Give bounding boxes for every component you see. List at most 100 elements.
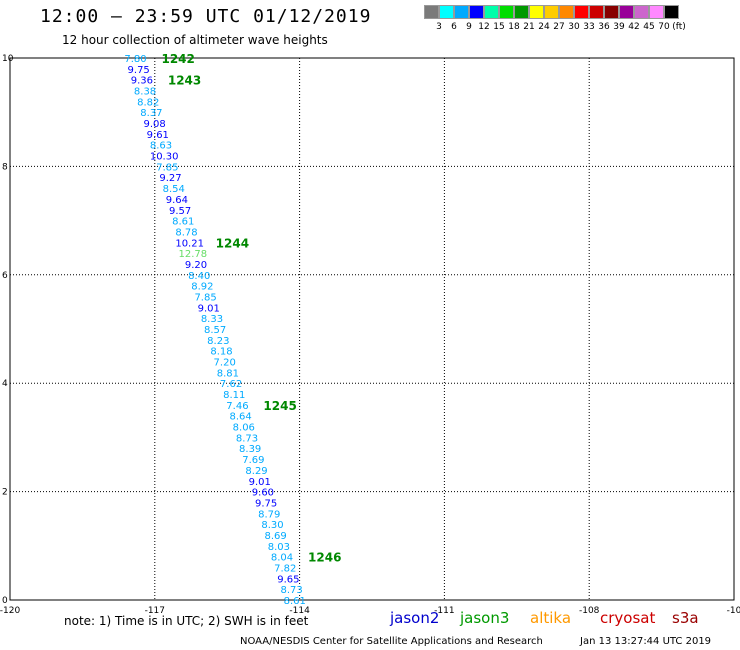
color-legend-labels: 3 6 9 12 15 18 21 24 27 30 33 36 39 42 45 70 (ft)	[424, 22, 740, 34]
plot-frame	[9, 57, 735, 601]
timestamp-text: Jan 13 13:27:44 UTC 2019	[580, 636, 712, 647]
legend-label: 18	[508, 22, 520, 32]
wave-height-point: 7.46	[226, 401, 248, 412]
legend-swatch	[439, 5, 454, 19]
wave-height-point: 9.27	[159, 173, 181, 184]
wave-height-point: 8.73	[280, 585, 302, 596]
legend-swatch	[619, 5, 634, 19]
wave-height-point: 8.92	[191, 282, 213, 293]
wave-height-point: 9.61	[147, 130, 169, 141]
legend-label: 27	[553, 22, 565, 32]
legend-swatch	[559, 5, 574, 19]
legend-swatch	[469, 5, 484, 19]
legend-swatch	[634, 5, 649, 19]
wave-height-point: 9.08	[143, 119, 165, 130]
wave-height-point: 8.30	[261, 520, 283, 531]
wave-height-point: 8.03	[268, 542, 290, 553]
wave-height-point: 12.78	[179, 249, 208, 260]
satellite-name: s3a	[672, 609, 699, 627]
color-legend	[424, 5, 679, 19]
legend-swatch	[454, 5, 469, 19]
x-tick-label: -111	[434, 606, 454, 616]
wave-height-point: 9.65	[277, 574, 299, 585]
wave-height-point: 8.61	[284, 596, 306, 607]
wave-height-point: 9.01	[249, 477, 271, 488]
time-label: 1245	[263, 399, 296, 413]
wave-height-point: 9.64	[166, 195, 188, 206]
wave-height-point: 7.20	[214, 358, 236, 369]
legend-label: 9	[466, 22, 472, 32]
legend-swatch	[589, 5, 604, 19]
legend-swatch	[424, 5, 439, 19]
time-label: 1244	[216, 236, 249, 250]
satellite-name: jason3	[460, 609, 510, 627]
wave-height-point: 10.30	[150, 152, 179, 163]
legend-label: 3	[436, 22, 442, 32]
x-tick-label: -120	[0, 606, 20, 616]
legend-swatch	[499, 5, 514, 19]
legend-label: 70	[658, 22, 670, 32]
y-tick-label: 4	[2, 379, 8, 389]
legend-swatch	[544, 5, 559, 19]
wave-height-point: 9.36	[131, 76, 153, 87]
legend-swatch	[514, 5, 529, 19]
satellite-name: altika	[530, 609, 572, 627]
wave-height-point: 8.69	[265, 531, 287, 542]
legend-label: 15	[493, 22, 505, 32]
wave-height-point: 7.62	[220, 379, 242, 390]
wave-height-point: 7.85	[156, 162, 178, 173]
wave-height-point: 8.33	[201, 314, 223, 325]
credit-text: NOAA/NESDIS Center for Satellite Applica…	[240, 636, 543, 647]
legend-label: (ft)	[672, 22, 686, 32]
y-tick-label: 10	[2, 54, 14, 64]
wave-height-point: 8.79	[258, 509, 280, 520]
wave-height-point: 8.40	[188, 271, 210, 282]
x-tick-label: -114	[289, 606, 310, 616]
wave-height-point: 7.82	[274, 563, 296, 574]
legend-label: 33	[583, 22, 595, 32]
time-label: 1246	[308, 551, 341, 565]
wave-height-point: 8.54	[163, 184, 185, 195]
x-tick-label: -117	[145, 606, 165, 616]
wave-height-point: 8.78	[175, 227, 197, 238]
wave-height-point: 8.06	[233, 423, 255, 434]
wave-height-point: 8.04	[271, 553, 293, 564]
wave-height-point: 8.57	[204, 325, 226, 336]
wave-height-point: 8.23	[207, 336, 229, 347]
legend-swatch	[529, 5, 544, 19]
wave-height-point: 8.82	[137, 97, 159, 108]
wave-height-point: 9.75	[128, 65, 150, 76]
wave-height-point: 8.38	[134, 87, 156, 98]
legend-label: 45	[643, 22, 655, 32]
wave-height-point: 8.63	[150, 141, 172, 152]
legend-label: 36	[598, 22, 610, 32]
wave-height-point: 8.29	[245, 466, 267, 477]
x-tick-label: -108	[579, 606, 600, 616]
wave-height-point: 9.01	[198, 303, 220, 314]
legend-label: 39	[613, 22, 625, 32]
wave-height-point: 10.21	[175, 238, 204, 249]
legend-label: 21	[523, 22, 535, 32]
legend-swatch	[574, 5, 589, 19]
time-label: 1243	[168, 74, 201, 88]
y-tick-label: 0	[2, 596, 8, 606]
legend-swatch	[604, 5, 619, 19]
x-tick-label: -10	[727, 606, 740, 616]
legend-swatch	[664, 5, 679, 19]
y-tick-label: 2	[2, 488, 8, 498]
y-tick-label: 6	[2, 271, 8, 281]
wave-height-point: 9.60	[252, 488, 274, 499]
page-title: 12:00 – 23:59 UTC 01/12/2019	[40, 6, 372, 27]
wave-height-point: 8.81	[217, 368, 239, 379]
wave-height-point: 9.75	[255, 498, 277, 509]
legend-swatch	[649, 5, 664, 19]
note-text: note: 1) Time is in UTC; 2) SWH is in fe…	[64, 614, 309, 628]
legend-label: 42	[628, 22, 640, 32]
legend-label: 6	[451, 22, 457, 32]
wave-height-point: 7.80	[124, 54, 146, 65]
legend-label: 24	[538, 22, 550, 32]
page-subtitle: 12 hour collection of altimeter wave hei…	[62, 33, 328, 47]
legend-swatch	[484, 5, 499, 19]
wave-height-point: 7.69	[242, 455, 264, 466]
